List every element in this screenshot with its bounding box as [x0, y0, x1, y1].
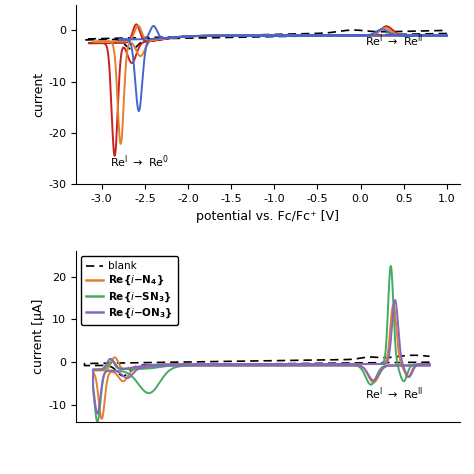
Text: Re$^\mathregular{I}$ $\rightarrow$ Re$^\mathregular{II}$: Re$^\mathregular{I}$ $\rightarrow$ Re$^\… [365, 33, 423, 49]
Y-axis label: current: current [32, 72, 45, 117]
Text: Re$^\mathregular{I}$ $\rightarrow$ Re$^\mathregular{II}$: Re$^\mathregular{I}$ $\rightarrow$ Re$^\… [365, 385, 423, 402]
Text: Re$^\mathregular{I}$ $\rightarrow$ Re$^\mathregular{0}$: Re$^\mathregular{I}$ $\rightarrow$ Re$^\… [110, 153, 169, 170]
Legend: blank, $\bf{Re\{}$$\it{i}$$\bf{-N_4\}}$, $\bf{Re\{}$$\it{i}$$\bf{-SN_3\}}$, $\bf: blank, $\bf{Re\{}$$\it{i}$$\bf{-N_4\}}$,… [81, 256, 178, 325]
Y-axis label: current [μA]: current [μA] [32, 299, 46, 374]
X-axis label: potential vs. Fc/Fc⁺ [V]: potential vs. Fc/Fc⁺ [V] [196, 210, 339, 223]
